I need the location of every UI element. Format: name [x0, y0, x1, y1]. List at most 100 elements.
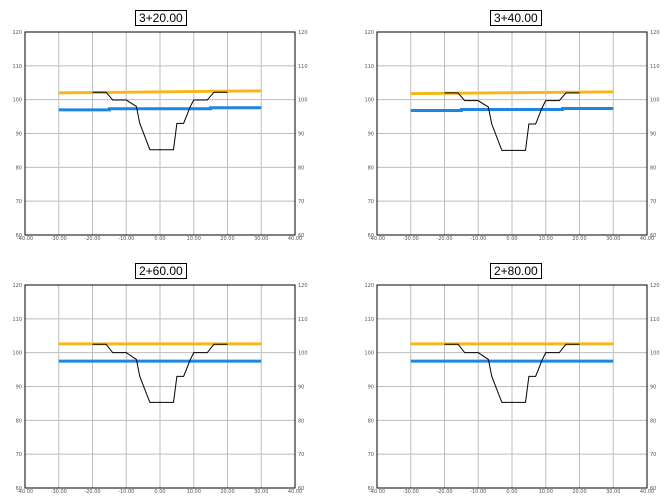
- y-tick-label-right: 80: [650, 165, 656, 171]
- y-tick-label-right: 120: [650, 283, 660, 289]
- y-tick-label-left: 60: [368, 486, 374, 492]
- x-tick-label: 10.00: [187, 236, 201, 242]
- y-tick-label-right: 70: [298, 452, 304, 458]
- y-tick-label-left: 90: [16, 132, 22, 138]
- y-tick-label-left: 60: [368, 233, 374, 239]
- y-tick-label-right: 70: [650, 199, 656, 205]
- y-tick-label-right: 90: [650, 385, 656, 391]
- chart-plot: -40.00 -30.00 -20.00 -10.00 0.00 10.00 20.00 30…: [364, 283, 660, 495]
- series-line-1: [410, 90, 614, 96]
- y-tick-label-right: 60: [650, 233, 656, 239]
- x-tick-label: 20.00: [572, 489, 586, 495]
- y-tick-label-right: 120: [298, 283, 308, 289]
- x-tick-label: 30.00: [254, 489, 268, 495]
- x-tick-label: 0.00: [506, 236, 517, 242]
- y-tick-label-left: 60: [16, 233, 22, 239]
- x-tick-label: 20.00: [572, 236, 586, 242]
- y-tick-label-right: 110: [298, 64, 308, 70]
- x-tick-label: 20.00: [220, 489, 234, 495]
- x-tick-label: 30.00: [254, 236, 268, 242]
- plot-frame: [24, 284, 296, 489]
- series-line-3: [444, 343, 580, 403]
- y-tick-label-right: 70: [298, 199, 304, 205]
- y-tick-label-right: 70: [650, 452, 656, 458]
- x-tick-label: 0.00: [154, 489, 165, 495]
- chart-title: 3+20.00: [135, 10, 187, 26]
- x-tick-label: -10.00: [470, 236, 486, 242]
- x-tick-label: -30.00: [51, 236, 67, 242]
- series-line-3: [92, 343, 228, 403]
- chart-plot: -40.00 -30.00 -20.00 -10.00 0.00 10.00 20.00 30…: [12, 30, 308, 242]
- x-tick-label: -10.00: [118, 489, 134, 495]
- x-tick-label: -40.00: [17, 236, 33, 242]
- y-tick-label-right: 90: [298, 385, 304, 391]
- y-tick-label-left: 70: [368, 199, 374, 205]
- y-tick-label-left: 90: [368, 385, 374, 391]
- y-tick-label-right: 80: [650, 418, 656, 424]
- series-line-1: [58, 89, 262, 95]
- y-tick-label-left: 100: [364, 98, 374, 104]
- y-tick-label-left: 100: [364, 351, 374, 357]
- x-tick-label: -20.00: [84, 236, 100, 242]
- y-tick-label-right: 90: [650, 132, 656, 138]
- x-tick-label: 40.00: [640, 489, 654, 495]
- plot-frame: [24, 31, 296, 236]
- y-tick-label-left: 120: [364, 283, 374, 289]
- y-tick-label-right: 100: [650, 98, 660, 104]
- y-tick-label-left: 110: [364, 64, 374, 70]
- x-tick-label: 10.00: [187, 489, 201, 495]
- chart-title: 2+60.00: [135, 263, 187, 279]
- y-tick-label-left: 120: [12, 30, 22, 36]
- x-tick-label: -10.00: [118, 236, 134, 242]
- y-tick-label-right: 110: [650, 64, 660, 70]
- y-tick-label-left: 110: [364, 317, 374, 323]
- y-tick-label-left: 70: [368, 452, 374, 458]
- y-tick-label-right: 100: [298, 98, 308, 104]
- y-tick-label-left: 120: [12, 283, 22, 289]
- x-tick-label: -20.00: [84, 489, 100, 495]
- y-tick-label-right: 100: [298, 351, 308, 357]
- y-tick-label-right: 120: [650, 30, 660, 36]
- y-tick-label-left: 70: [16, 452, 22, 458]
- y-tick-label-right: 60: [298, 486, 304, 492]
- y-tick-label-left: 100: [12, 98, 22, 104]
- y-tick-label-right: 80: [298, 165, 304, 171]
- x-tick-label: -40.00: [369, 236, 385, 242]
- x-tick-label: -20.00: [436, 236, 452, 242]
- y-tick-label-left: 80: [16, 165, 22, 171]
- y-tick-label-left: 90: [16, 385, 22, 391]
- y-tick-label-left: 80: [16, 418, 22, 424]
- y-tick-label-right: 110: [298, 317, 308, 323]
- y-tick-label-left: 100: [12, 351, 22, 357]
- x-tick-label: 40.00: [288, 489, 302, 495]
- y-tick-label-left: 60: [16, 486, 22, 492]
- series-line-2: [58, 106, 262, 112]
- y-tick-label-right: 90: [298, 132, 304, 138]
- y-tick-label-left: 70: [16, 199, 22, 205]
- chart-plot: -40.00 -30.00 -20.00 -10.00 0.00 10.00 20.00 30…: [364, 30, 660, 242]
- chart-plot: -40.00 -30.00 -20.00 -10.00 0.00 10.00 20.00 30…: [12, 283, 308, 495]
- x-tick-label: 10.00: [539, 489, 553, 495]
- y-tick-label-left: 110: [12, 317, 22, 323]
- x-tick-label: 40.00: [640, 236, 654, 242]
- y-tick-label-right: 120: [298, 30, 308, 36]
- x-tick-label: -30.00: [403, 236, 419, 242]
- x-tick-label: -30.00: [51, 489, 67, 495]
- series-line-3: [444, 92, 580, 151]
- x-tick-label: 30.00: [606, 236, 620, 242]
- x-tick-label: -40.00: [17, 489, 33, 495]
- x-tick-label: 0.00: [154, 236, 165, 242]
- x-tick-label: 30.00: [606, 489, 620, 495]
- y-tick-label-right: 80: [298, 418, 304, 424]
- series-line-2: [410, 106, 614, 112]
- x-tick-label: -20.00: [436, 489, 452, 495]
- y-tick-label-right: 60: [298, 233, 304, 239]
- y-tick-label-right: 60: [650, 486, 656, 492]
- y-tick-label-left: 120: [364, 30, 374, 36]
- y-tick-label-left: 90: [368, 132, 374, 138]
- plot-frame: [376, 284, 648, 489]
- x-tick-label: 20.00: [220, 236, 234, 242]
- y-tick-label-right: 100: [650, 351, 660, 357]
- y-tick-label-left: 80: [368, 418, 374, 424]
- x-tick-label: 0.00: [506, 489, 517, 495]
